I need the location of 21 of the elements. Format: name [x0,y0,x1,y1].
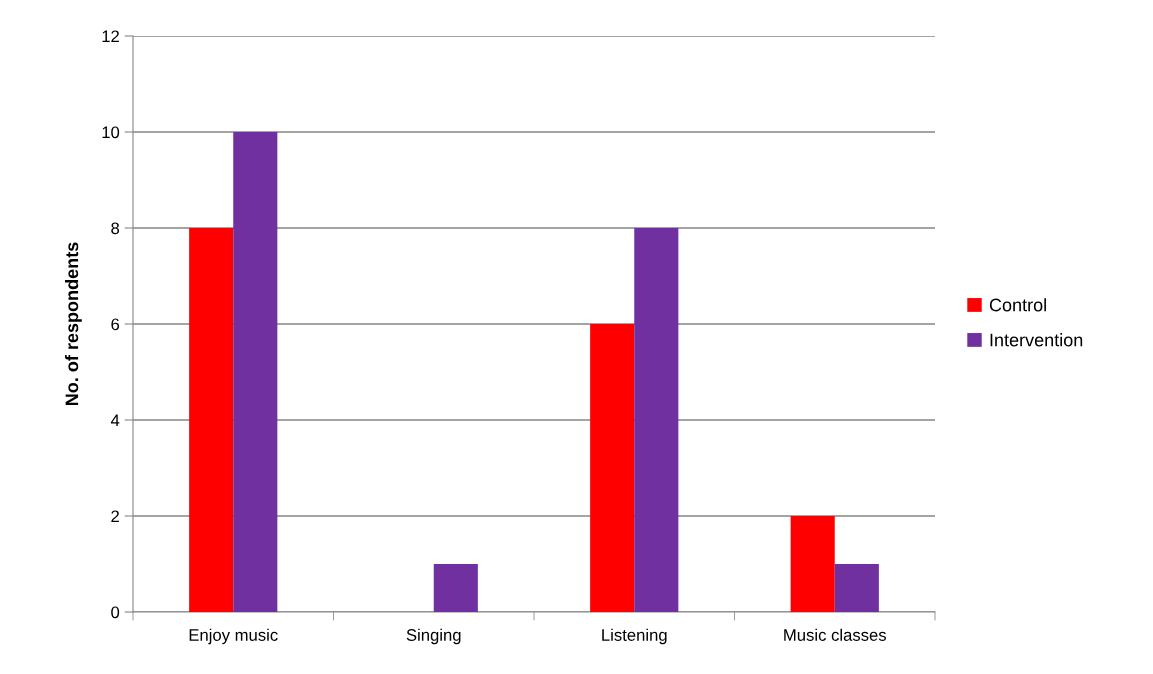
x-tick-label: Enjoy music [189,628,278,645]
legend-label: Intervention [990,333,1083,347]
bar [189,228,234,612]
bar [233,132,278,612]
y-tick-label: 0 [111,606,120,619]
bar [634,228,679,612]
bar [790,516,835,612]
y-tick-label: 2 [111,510,119,523]
x-tick-label: Singing [406,628,461,645]
bar [590,324,635,612]
bar [834,564,879,612]
bar [433,564,478,612]
x-tick-label: Listening [602,628,667,645]
y-tick-label: 8 [111,222,120,235]
x-tick-label: Music classes [784,628,887,641]
y-tick-label: 12 [102,30,119,43]
y-tick-label: 10 [102,126,120,139]
y-tick-label: 6 [111,318,120,331]
y-tick-label: 4 [110,414,120,427]
legend-label: Control [989,298,1046,312]
y-axis-title: No. of respondents [64,242,82,406]
